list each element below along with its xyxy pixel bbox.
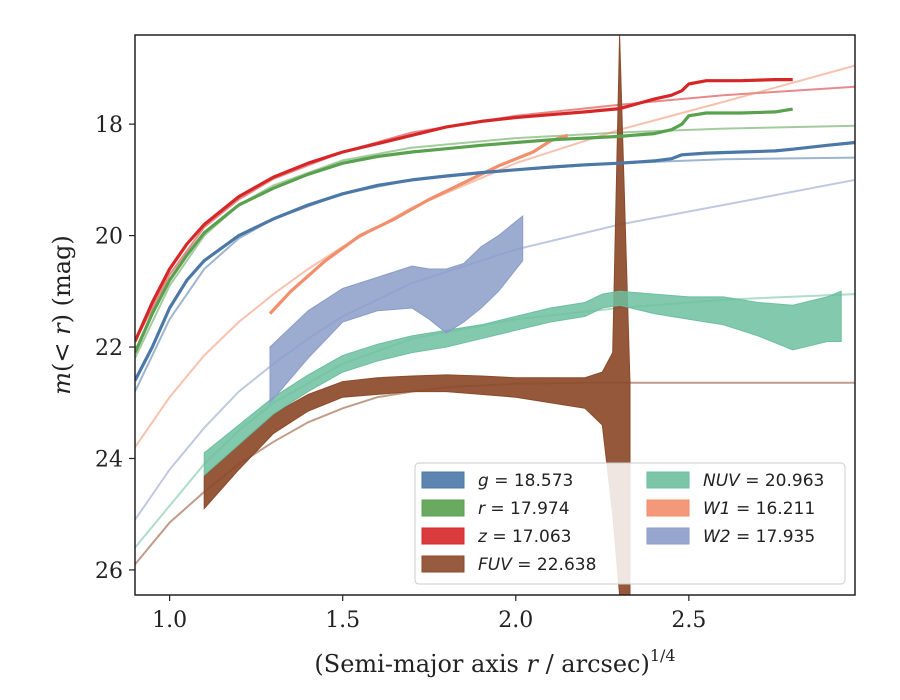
- legend-label-z: z = 17.063: [477, 527, 571, 547]
- legend-label-nuv: NUV = 20.963: [703, 471, 824, 491]
- y-tick-label: 26: [95, 559, 123, 584]
- x-axis-label: (Semi-major axis r / arcsec)1/4: [314, 646, 675, 678]
- legend-label-fuv: FUV = 22.638: [478, 555, 596, 575]
- x-tick-label: 1.0: [152, 608, 187, 633]
- plot-frame: [134, 34, 856, 596]
- legend-swatch-g: [421, 471, 465, 489]
- legend-box: [414, 462, 846, 585]
- model-curve-r: [135, 124, 855, 359]
- x-tick-label: 2.0: [498, 608, 533, 633]
- y-tick-label: 24: [95, 447, 123, 472]
- x-tick-label: 2.5: [671, 608, 706, 633]
- legend-label-r: r = 17.974: [478, 499, 570, 519]
- series-line-r: [135, 107, 793, 354]
- data-series: [135, 35, 855, 595]
- legend-label-w2: W2 = 17.935: [703, 527, 815, 547]
- model-curve-w1: [135, 64, 855, 448]
- legend: g = 18.573 r = 17.974 z = 17.063 FUV = 22.6…: [414, 462, 846, 585]
- series-band-w2: [269, 215, 524, 405]
- legend-label-g: g = 18.573: [478, 471, 573, 491]
- y-tick-label: 20: [95, 225, 123, 250]
- y-axis-label: m(< r) (mag): [48, 235, 76, 395]
- y-tick-label: 22: [95, 336, 123, 361]
- x-tick-label: 1.5: [325, 608, 360, 633]
- y-axis: 18 20 22 24 26: [95, 113, 135, 584]
- legend-swatch-z: [421, 527, 465, 545]
- legend-swatch-w2: [646, 527, 690, 545]
- legend-label-w1: W1 = 16.211: [703, 499, 815, 519]
- series-band-fuv: [203, 35, 631, 595]
- legend-swatch-r: [421, 499, 465, 517]
- x-axis: 1.0 1.5 2.0 2.5: [152, 595, 706, 633]
- y-tick-label: 18: [95, 113, 123, 138]
- series-line-w1: [268, 133, 569, 315]
- legend-swatch-nuv: [646, 471, 690, 489]
- series-line-z: [135, 78, 793, 343]
- legend-swatch-w1: [646, 499, 690, 517]
- series-line-g: [135, 140, 855, 382]
- legend-swatch-fuv: [421, 555, 465, 573]
